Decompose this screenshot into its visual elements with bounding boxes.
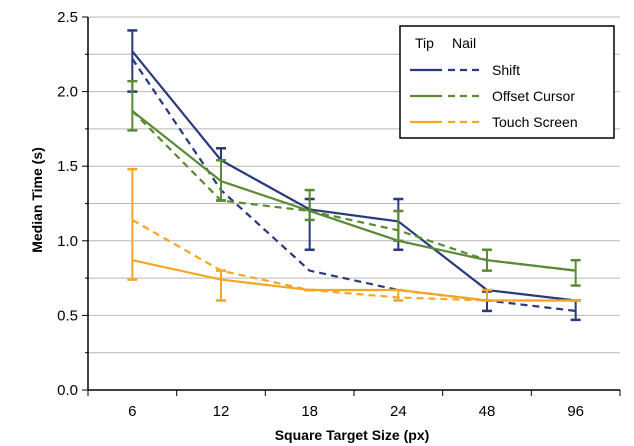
legend-label: Shift: [492, 62, 520, 78]
series-line: [131, 218, 576, 302]
series-offset-cursor-nail: [131, 110, 576, 272]
y-axis-title: Median Time (s): [29, 147, 45, 253]
y-tick-label: 0.5: [57, 307, 78, 324]
series-line: [131, 50, 576, 302]
legend-label: Touch Screen: [492, 114, 578, 130]
y-tick-label: 1.0: [57, 233, 78, 250]
legend-box: [399, 25, 615, 139]
series-line: [131, 110, 576, 272]
x-tick-label: 18: [301, 403, 318, 420]
x-tick-label: 12: [213, 403, 230, 420]
legend-label: Offset Cursor: [492, 88, 575, 104]
ticks: 0.0 0.5 1.0 1.5 2.0 2.5 6 12 18 24 48 96: [57, 9, 621, 420]
x-tick-label: 96: [567, 403, 584, 420]
legend-header-tip: Tip: [415, 35, 434, 51]
y-tick-label: 2.0: [57, 84, 78, 101]
y-tick-label: 2.5: [57, 9, 78, 26]
y-tick-label: 1.5: [57, 158, 78, 175]
legend-header-nail: Nail: [452, 35, 476, 51]
x-tick-label: 6: [128, 403, 136, 420]
x-axis-title: Square Target Size (px): [275, 427, 430, 443]
legend: Tip Nail Shift Offset Cursor Touch Screen: [399, 25, 615, 139]
x-tick-label: 48: [479, 403, 496, 420]
y-tick-label: 0.0: [57, 382, 78, 399]
series-touch-screen-nail: [131, 218, 576, 302]
x-tick-label: 24: [390, 403, 407, 420]
series-layer: [127, 29, 581, 322]
